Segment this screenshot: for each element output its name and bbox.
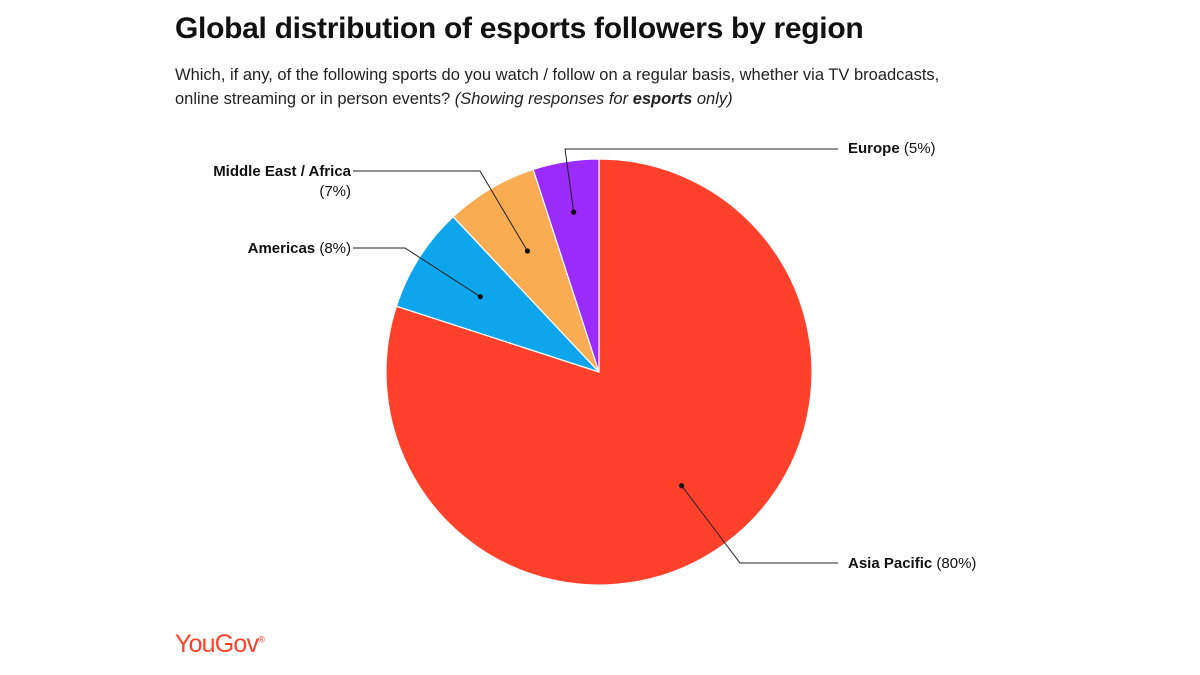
leader-lines [353,148,838,564]
slice-label-middle-east-africa: Middle East / Africa (7%) [213,163,351,200]
chart-title: Global distribution of esports followers… [175,12,864,45]
subtitle-line-1: Which, if any, of the following sports d… [175,66,940,84]
leader-line-europe [564,148,838,213]
pie-slice-europe [532,158,600,373]
leader-dot-americas [477,294,483,300]
slice-label-value: (5%) [900,140,936,157]
slice-label-asia-pacific: Asia Pacific (80%) [848,555,976,572]
yougov-logo: YouGov® [175,630,265,659]
leader-dot-asia-pacific [679,483,685,489]
slice-label-value: (80%) [932,555,976,572]
slice-label-value: (8%) [315,240,351,257]
slice-label-name: Europe [848,140,900,157]
leader-dot-middle-east-africa [524,248,531,254]
leader-dot-europe [571,209,577,215]
slice-label-name: Asia Pacific [848,555,932,572]
slice-label-americas: Americas (8%) [248,240,351,257]
subtitle-note-open: (Showing responses for [454,90,633,108]
subtitle-note-close: only) [692,90,733,108]
subtitle-note-bold: esports [632,90,693,108]
slice-label-name: Americas [248,240,316,257]
slice-label-name: Middle East / Africa [213,163,351,180]
leader-line-americas [353,247,481,298]
pie-slices [385,158,813,586]
chart-subtitle: Which, if any, of the following sports d… [175,63,1055,111]
subtitle-line-2: online streaming or in person events? [175,90,455,108]
subtitle-note: (Showing responses for esports only) [455,90,733,108]
slice-label-value: (7%) [319,183,351,200]
slice-label-europe: Europe (5%) [848,140,936,157]
pie-slice-americas [395,215,600,373]
slice-labels: Asia Pacific (80%) Americas (8%) Middle Ea… [213,140,976,572]
logo-text: YouGov [175,630,259,658]
leader-line-middle-east-africa [353,170,528,252]
leader-line-asia-pacific [681,485,838,564]
logo-registered-mark: ® [258,634,265,645]
